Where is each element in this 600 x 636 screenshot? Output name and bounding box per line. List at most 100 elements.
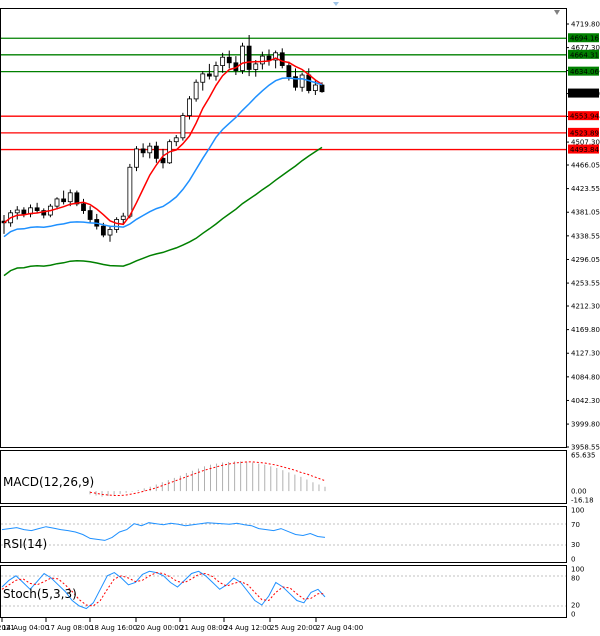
stoch-k-line bbox=[1, 570, 326, 610]
candle-down bbox=[226, 56, 232, 64]
candlestick-series bbox=[1, 35, 325, 242]
stoch-tick-label: 20 bbox=[571, 602, 580, 610]
price-tick-label: 4677.30 bbox=[571, 44, 600, 52]
price-tick-label: 3999.80 bbox=[571, 421, 600, 429]
price-tick-label: 4253.55 bbox=[571, 280, 600, 288]
rsi-tick-label: 30 bbox=[571, 541, 580, 549]
price-level-tag-text: 4664.31 bbox=[570, 51, 599, 59]
price-level-tag bbox=[568, 66, 599, 76]
candle-up bbox=[147, 145, 153, 154]
time-tick-label: 18 Aug 16:00 bbox=[90, 624, 137, 632]
candle-up bbox=[67, 192, 73, 203]
price-axis: 4719.804677.304636.054594.604553.354507.… bbox=[566, 21, 600, 452]
candle-up bbox=[180, 115, 186, 139]
candle-down bbox=[246, 45, 252, 70]
scroll-marker-icon[interactable] bbox=[333, 2, 339, 6]
macd-label: MACD(12,26,9) bbox=[3, 475, 94, 489]
time-tick-label: 14 Aug 2021 bbox=[0, 624, 15, 632]
time-tick-label: 17 Aug 08:00 bbox=[46, 624, 93, 632]
candle-down bbox=[21, 209, 27, 215]
candle-up bbox=[173, 137, 179, 143]
rsi-panel-frame bbox=[0, 506, 567, 563]
price-level-tag bbox=[568, 88, 599, 98]
price-tick-label: 4338.55 bbox=[571, 232, 600, 240]
time-tick-label: 14 Aug 04:00 bbox=[2, 624, 49, 632]
candle-down bbox=[206, 73, 212, 77]
time-tick-label: 24 Aug 12:00 bbox=[224, 624, 271, 632]
moving-averages bbox=[3, 57, 323, 277]
candle-down bbox=[293, 76, 298, 88]
price-tick-label: 4169.80 bbox=[571, 326, 600, 334]
price-tick-label: 4042.30 bbox=[571, 397, 600, 405]
stoch-label: Stoch(5,3,3) bbox=[3, 587, 77, 601]
price-level-tag-text: 4634.06 bbox=[570, 68, 599, 76]
candle-up bbox=[259, 55, 265, 65]
macd-tick-label: -16.18 bbox=[571, 497, 594, 505]
candle-down bbox=[286, 65, 292, 78]
price-level-tag-text: 4594.60 bbox=[570, 90, 599, 98]
candle-up bbox=[107, 229, 113, 236]
candle-up bbox=[187, 98, 192, 116]
candle-up bbox=[134, 148, 139, 168]
candle-down bbox=[319, 84, 325, 93]
candle-up bbox=[127, 166, 133, 217]
macd-tick-label: 0.00 bbox=[571, 488, 587, 496]
rsi-panel: RSI(14) 100 70 30 0 bbox=[0, 506, 584, 564]
price-panel-frame bbox=[0, 8, 567, 448]
ma-fast-line bbox=[3, 57, 323, 226]
price-level-tag bbox=[568, 111, 599, 121]
price-level-tag bbox=[568, 127, 599, 137]
ma-slow-line bbox=[3, 146, 323, 277]
candle-down bbox=[81, 203, 86, 211]
candle-down bbox=[306, 74, 312, 91]
candle-up bbox=[193, 81, 199, 100]
price-level-tag-text: 4493.84 bbox=[570, 146, 599, 154]
macd-signal-line bbox=[89, 461, 326, 496]
price-tick-label: 4296.05 bbox=[571, 256, 600, 264]
chart-shift-icon[interactable] bbox=[554, 10, 560, 15]
price-level-tag bbox=[568, 144, 599, 154]
candle-up bbox=[14, 209, 20, 214]
rsi-tick-label: 70 bbox=[571, 521, 580, 529]
price-level-tag-text: 4694.16 bbox=[570, 35, 599, 43]
candle-down bbox=[279, 52, 285, 66]
price-tick-label: 4084.80 bbox=[571, 373, 600, 381]
time-tick-label: 27 Aug 04:00 bbox=[316, 624, 363, 632]
candle-down bbox=[74, 192, 80, 205]
candle-up bbox=[240, 45, 245, 71]
candle-down bbox=[160, 157, 166, 164]
price-level-tag bbox=[568, 49, 599, 59]
stoch-panel-frame bbox=[0, 565, 567, 618]
rsi-tick-label: 0 bbox=[571, 556, 575, 564]
rsi-tick-label: 100 bbox=[571, 507, 584, 515]
candle-up bbox=[200, 73, 206, 83]
price-tick-label: 4719.80 bbox=[571, 21, 600, 29]
time-tick-label: 20 Aug 00:00 bbox=[136, 624, 183, 632]
candle-up bbox=[54, 198, 60, 207]
ma-medium-line bbox=[3, 77, 323, 238]
candle-down bbox=[266, 55, 272, 61]
rsi-line bbox=[1, 522, 326, 541]
candle-up bbox=[273, 52, 279, 61]
candle-up bbox=[213, 65, 219, 77]
candle-up bbox=[120, 215, 126, 220]
candle-down bbox=[34, 207, 40, 211]
macd-tick-label: 65.635 bbox=[571, 452, 596, 460]
macd-panel: MACD(12,26,9) 65.635 0.00-16.18 bbox=[0, 450, 596, 505]
stoch-tick-label: 100 bbox=[571, 566, 584, 574]
candle-up bbox=[299, 74, 305, 88]
macd-panel-frame bbox=[0, 450, 567, 504]
price-level-tag-text: 4523.89 bbox=[570, 129, 599, 137]
macd-axis: 65.635 0.00-16.18 bbox=[571, 452, 596, 505]
price-panel: 4719.804677.304636.054594.604553.354507.… bbox=[0, 2, 600, 452]
macd-histogram bbox=[89, 461, 326, 497]
candle-up bbox=[312, 84, 318, 91]
price-tick-label: 3958.55 bbox=[571, 444, 600, 452]
stoch-tick-label: 0 bbox=[571, 611, 575, 619]
support-resistance-lines bbox=[1, 37, 566, 151]
rsi-axis: 100 70 30 0 bbox=[571, 507, 584, 564]
price-tick-label: 4212.30 bbox=[571, 303, 600, 311]
